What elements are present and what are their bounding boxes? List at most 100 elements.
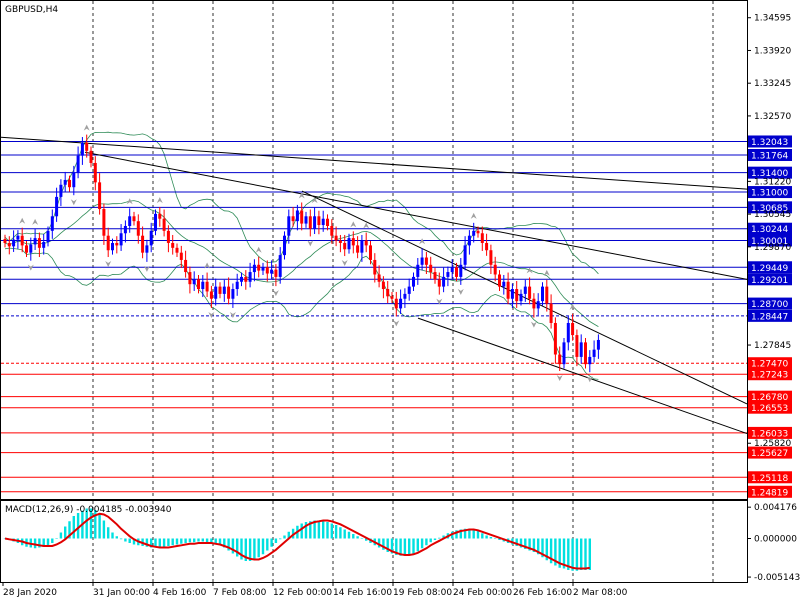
level-tag-label: 1.31764 [751, 152, 788, 162]
candle-body [472, 230, 476, 236]
fractal-up-marker [19, 217, 26, 224]
macd-y-tick-label: 0.004176 [754, 503, 797, 513]
candle-body [343, 242, 347, 250]
macd-bar [218, 538, 222, 546]
macd-bar [515, 538, 518, 546]
level-tag-label: 1.24819 [751, 488, 788, 498]
level-tag [748, 261, 792, 274]
symbol-title: GBPUSD,H4 [5, 5, 58, 15]
candle-body [93, 162, 97, 183]
macd-bar [558, 538, 561, 568]
level-tag [748, 401, 792, 414]
fractal-down-marker [530, 321, 537, 328]
macd-bar [343, 529, 346, 539]
level-tag [748, 135, 792, 148]
candle-body [218, 286, 222, 294]
macd-bar [46, 538, 50, 546]
macd-bar [55, 538, 58, 539]
level-tag-label: 1.28700 [751, 300, 788, 310]
level-tag-label: 1.25118 [751, 474, 788, 484]
macd-bar [412, 538, 415, 554]
level-tag [748, 234, 792, 247]
fractal-up-marker [543, 269, 550, 276]
macd-bar [386, 538, 389, 552]
macd-bar [494, 538, 497, 539]
macd-bar [489, 537, 493, 539]
candle-body [123, 225, 127, 234]
macd-bar [102, 520, 106, 539]
candle-body [205, 281, 209, 292]
level-tag-label: 1.29201 [751, 276, 788, 286]
macd-bar [162, 538, 166, 547]
macd-bar [51, 538, 54, 543]
level-tag [748, 273, 792, 286]
macd-bar [145, 538, 149, 547]
candle-body [338, 240, 342, 243]
candle-body [369, 245, 372, 260]
candle-body [102, 209, 106, 236]
candle-body [558, 354, 562, 365]
candles [3, 134, 600, 373]
macd-bar [352, 534, 355, 539]
candle-body [416, 264, 420, 277]
macd-bar [279, 538, 282, 540]
level-tag [748, 485, 792, 498]
macd-bar [300, 523, 303, 539]
macd-bar [107, 527, 110, 539]
candle-body [98, 182, 102, 210]
level-tag [748, 368, 792, 381]
candle-body [528, 286, 532, 299]
candle-body [553, 322, 557, 355]
candle-body [128, 216, 132, 226]
fractal-down-marker [436, 298, 443, 305]
macd-bar [72, 516, 75, 539]
candle-body [390, 296, 394, 299]
trendlines[interactable] [0, 136, 748, 435]
macd-label: MACD(12,26,9) -0.004185 -0.003940 [5, 505, 172, 515]
candle-body [313, 216, 317, 229]
macd-bar [347, 531, 351, 539]
candle-body [235, 281, 239, 290]
macd-bar [128, 538, 131, 543]
candle-body [295, 210, 299, 222]
macd-bar [42, 538, 45, 547]
candle-body [197, 279, 200, 290]
fractal-up-marker [156, 197, 163, 204]
candle-body [179, 252, 183, 260]
macd-bar [468, 528, 471, 539]
macd-bar [390, 538, 394, 554]
macd-bar [580, 538, 583, 570]
fractal-down-marker [307, 240, 314, 247]
macd-bar [584, 538, 587, 570]
candle-body [424, 257, 428, 265]
macd-bar [197, 538, 200, 542]
macd-bar [38, 538, 41, 548]
x-tick-label: 4 Feb 16:00 [153, 588, 207, 598]
candle-body [519, 293, 523, 302]
fractal-up-marker [32, 218, 39, 225]
candle-body [549, 303, 553, 323]
macd-bar [377, 538, 381, 548]
candle-body [532, 298, 536, 309]
level-tag-label: 1.30001 [751, 237, 788, 247]
candle-body [33, 238, 37, 245]
macd-bar [158, 538, 161, 548]
level-tag-label: 1.30685 [751, 204, 788, 214]
fractal-down-marker [208, 311, 215, 318]
x-tick-label: 12 Feb 00:00 [273, 588, 332, 598]
macd-bar [180, 538, 183, 544]
horizontal-levels[interactable]: 1.32043 1.31764 1.31400 1.31000 1.30685 1.302… [1, 135, 792, 498]
level-tag-label: 1.31400 [751, 169, 788, 179]
candle-body [300, 210, 304, 224]
candle-body [308, 216, 312, 229]
candle-body [141, 235, 145, 253]
level-tag [748, 309, 792, 322]
macd-bar [459, 529, 462, 539]
macd-bar [33, 538, 37, 549]
level-tag-label: 1.30244 [751, 225, 788, 235]
fractal-up-marker [204, 262, 211, 269]
candle-body [510, 289, 514, 299]
macd-y-tick-label: -0.005143 [754, 573, 800, 583]
